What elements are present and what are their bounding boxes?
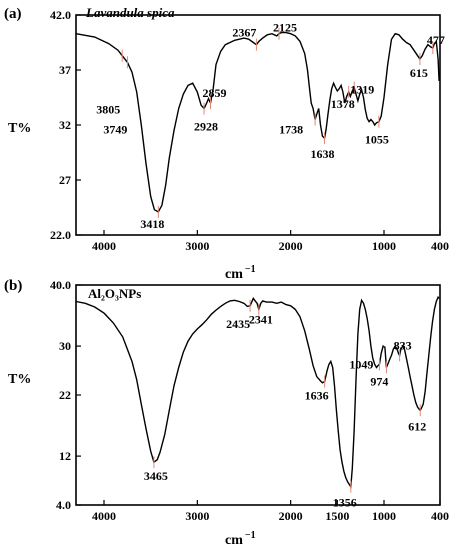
panel-b-peak-label: 2435 bbox=[226, 317, 250, 331]
panel-b-x-axis-label: cm −1 bbox=[225, 530, 256, 548]
panel-b-peak-label: 974 bbox=[370, 375, 388, 389]
panel-a: (a) Lavandula spica T% cm −1 4000 3000 2000… bbox=[4, 5, 449, 282]
panel-a-peak-label: 1738 bbox=[279, 123, 303, 137]
panel-b-peak-label: 2341 bbox=[249, 312, 273, 326]
panel-b-peak-label: 612 bbox=[408, 419, 426, 433]
panel-a-x-axis-unit: cm bbox=[225, 267, 243, 282]
panel-a-peak-label: 1378 bbox=[331, 97, 355, 111]
panel-a-peak-label: 1319 bbox=[350, 83, 374, 97]
panel-a-x-axis-label: cm −1 bbox=[225, 264, 256, 282]
panel-a-y-tick-label: 32 bbox=[59, 118, 71, 132]
panel-b-x-tick-label: 2000 bbox=[279, 509, 303, 523]
panel-b-x-axis-exponent: −1 bbox=[245, 530, 256, 541]
panel-a-peak-annotations: 3805 3749 3418 2928 2859 2367 2125 1738 1638 1378… bbox=[96, 21, 445, 231]
panel-a-y-tick-label: 37 bbox=[59, 63, 71, 77]
panel-a-y-axis-label: T% bbox=[8, 121, 31, 136]
panel-a-x-tick-label: 4000 bbox=[92, 239, 116, 253]
panel-b-x-tick-label: 4000 bbox=[92, 509, 116, 523]
panel-a-y-tick-label: 22.0 bbox=[50, 228, 71, 242]
panel-a-peak-label: 1055 bbox=[365, 133, 389, 147]
panel-a-spectrum-line bbox=[75, 31, 440, 213]
panel-a-plot-frame bbox=[75, 14, 441, 236]
panel-b-y-tick-label: 4.0 bbox=[56, 498, 71, 512]
panel-b-x-axis-unit: cm bbox=[225, 533, 243, 548]
panel-a-label: (a) bbox=[4, 6, 22, 22]
panel-a-y-tick-label: 42.0 bbox=[50, 8, 71, 22]
panel-b-x-tick-label: 1000 bbox=[372, 509, 396, 523]
panel-b-peak-label: 1049 bbox=[349, 357, 373, 371]
panel-a-x-tick-label: 1000 bbox=[372, 239, 396, 253]
panel-b-x-tick-label: 3000 bbox=[185, 509, 209, 523]
panel-a-peak-label: 477 bbox=[427, 33, 445, 47]
panel-b-y-tick-label: 30 bbox=[59, 339, 71, 353]
panel-a-peak-label: 1638 bbox=[310, 147, 334, 161]
panel-a-x-tick-label: 400 bbox=[431, 239, 449, 253]
panel-b-x-tick-label: 400 bbox=[431, 509, 449, 523]
panel-b-y-tick-label: 22 bbox=[59, 388, 71, 402]
panel-a-y-tick-label: 27 bbox=[59, 173, 71, 187]
panel-a-axes: 4000 3000 2000 1000 400 22.0 27 32 37 42.0 bbox=[50, 8, 449, 253]
panel-a-x-tick-label: 3000 bbox=[185, 239, 209, 253]
panel-b-peak-label: 1356 bbox=[333, 496, 357, 510]
panel-b-y-tick-label: 40.0 bbox=[50, 278, 71, 292]
panel-b-y-tick-label: 12 bbox=[59, 449, 71, 463]
panel-b-label: (b) bbox=[4, 278, 22, 294]
panel-a-x-axis-exponent: −1 bbox=[245, 264, 256, 275]
panel-a-peak-label: 3418 bbox=[140, 217, 164, 231]
panel-a-peak-label: 2125 bbox=[273, 21, 297, 35]
panel-b-y-axis-label: T% bbox=[8, 372, 31, 387]
panel-a-peak-label: 2367 bbox=[232, 26, 256, 40]
panel-b-x-tick-label: 1500 bbox=[325, 509, 349, 523]
panel-b-peak-label: 3465 bbox=[144, 469, 168, 483]
panel-b-peak-label: 1636 bbox=[305, 389, 329, 403]
panel-a-x-tick-label: 2000 bbox=[279, 239, 303, 253]
panel-a-peak-label: 615 bbox=[410, 66, 428, 80]
panel-b-sample-name: Al₂O₃NPs bbox=[88, 286, 141, 301]
panel-a-peak-label: 3805 bbox=[96, 103, 120, 117]
panel-b-axes: 4000 3000 2000 1500 1000 400 4.0 12 22 30 40.0 bbox=[50, 278, 449, 523]
panel-a-peak-label: 2859 bbox=[202, 86, 226, 100]
panel-a-peak-label: 3749 bbox=[103, 122, 127, 136]
panel-a-sample-name: Lavandula spica bbox=[85, 5, 175, 20]
panel-b-spectrum-line bbox=[75, 295, 440, 489]
panel-a-peak-label: 2928 bbox=[194, 120, 218, 134]
panel-b: (b) Al₂O₃NPs T% cm −1 4000 3000 2000 1500 100… bbox=[4, 278, 449, 548]
panel-b-peak-label: 833 bbox=[394, 338, 412, 352]
